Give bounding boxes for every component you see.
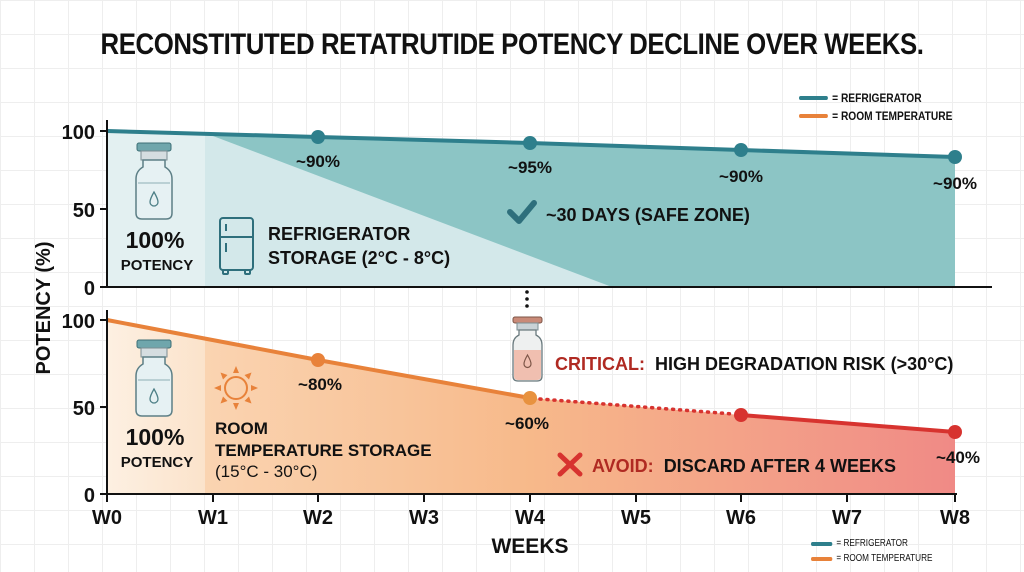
xtick-w5: W5 xyxy=(621,507,651,529)
critical-line xyxy=(740,413,956,434)
legend-label: = ROOM TEMPERATURE xyxy=(832,109,953,123)
refrigerator-icon xyxy=(219,217,254,275)
legend-label: = REFRIGERATOR xyxy=(836,538,908,549)
point-label-w2: ~80% xyxy=(298,375,342,394)
degraded-vial-icon xyxy=(512,316,543,382)
data-point-w6[interactable] xyxy=(734,143,748,157)
ytick-top-50: 50 xyxy=(73,200,95,222)
room-storage-line1: ROOM xyxy=(215,419,268,438)
ytick-bottom-100: 100 xyxy=(62,311,95,333)
data-point-w4[interactable] xyxy=(523,136,537,150)
checkmark-icon xyxy=(507,200,537,224)
data-point-w8[interactable] xyxy=(948,425,962,439)
avoid-callout: AVOID: DISCARD AFTER 4 WEEKS xyxy=(592,456,896,476)
critical-text: HIGH DEGRADATION RISK (>30°C) xyxy=(655,354,953,374)
ytick-top-0: 0 xyxy=(84,278,95,300)
critical-callout: CRITICAL: HIGH DEGRADATION RISK (>30°C) xyxy=(555,354,953,374)
vial-label-top: POTENCY xyxy=(121,257,194,274)
legend-item-refrigerator: = REFRIGERATOR xyxy=(811,536,932,551)
bottom-panel: 100 50 0 W0 W1 W2 W3 W4 W5 W6 W7 W8 WEEK… xyxy=(62,310,980,558)
refrigerator-swatch xyxy=(811,541,833,546)
legend-top: = REFRIGERATOR = ROOM TEMPERATURE xyxy=(799,89,952,125)
vial-icon xyxy=(135,339,173,417)
y-axis-label: POTENCY (%) xyxy=(33,242,55,375)
xtick-w7: W7 xyxy=(832,507,862,529)
point-label-w4: ~60% xyxy=(505,414,549,433)
refrigerator-storage-line2: STORAGE (2°C - 8°C) xyxy=(268,248,450,268)
data-point-w2[interactable] xyxy=(311,130,325,144)
xtick-w8: W8 xyxy=(940,507,970,529)
data-point-w4[interactable] xyxy=(523,391,537,405)
x-icon xyxy=(557,452,583,477)
critical-label: CRITICAL: xyxy=(555,354,645,374)
point-label-w4: ~95% xyxy=(508,158,552,177)
point-label-w8: ~90% xyxy=(933,174,977,193)
vial-icon xyxy=(135,142,173,220)
x-tick-labels: W0 W1 W2 W3 W4 W5 W6 W7 W8 xyxy=(92,507,970,529)
refrigerator-area-light xyxy=(107,131,612,287)
ytick-top-100: 100 xyxy=(62,122,95,144)
data-point-w8[interactable] xyxy=(948,150,962,164)
data-point-w2[interactable] xyxy=(311,353,325,367)
top-panel: 100 50 0 ~90% ~95% ~90% ~90% 100% POTENC… xyxy=(62,120,992,300)
vial-value-top: 100% xyxy=(126,227,185,253)
refrigerator-swatch xyxy=(799,96,828,100)
legend-item-room-temperature: = ROOM TEMPERATURE xyxy=(811,551,932,566)
avoid-label: AVOID: xyxy=(592,456,654,476)
room-storage-line2: TEMPERATURE STORAGE xyxy=(215,441,432,460)
ytick-bottom-50: 50 xyxy=(73,398,95,420)
ytick-bottom-0: 0 xyxy=(84,485,95,507)
room-temperature-swatch xyxy=(811,556,833,561)
avoid-text: DISCARD AFTER 4 WEEKS xyxy=(664,456,896,476)
safe-zone-label: ~30 DAYS (SAFE ZONE) xyxy=(546,205,750,225)
refrigerator-storage-line1: REFRIGERATOR xyxy=(268,224,410,244)
xtick-w3: W3 xyxy=(409,507,439,529)
xtick-w0: W0 xyxy=(92,507,122,529)
xtick-w2: W2 xyxy=(303,507,333,529)
legend-label: = ROOM TEMPERATURE xyxy=(836,553,933,564)
x-tick-marks xyxy=(106,494,956,502)
legend-bottom: = REFRIGERATOR = ROOM TEMPERATURE xyxy=(811,536,932,566)
data-point-w6[interactable] xyxy=(734,408,748,422)
legend-item-room-temperature: = ROOM TEMPERATURE xyxy=(799,107,952,125)
xtick-w6: W6 xyxy=(726,507,756,529)
xtick-w4: W4 xyxy=(515,507,546,529)
point-label-w6: ~90% xyxy=(719,167,763,186)
legend-label: = REFRIGERATOR xyxy=(832,91,922,105)
vial-label-bottom: POTENCY xyxy=(121,454,194,471)
legend-item-refrigerator: = REFRIGERATOR xyxy=(799,89,952,107)
x-axis-label: WEEKS xyxy=(491,535,568,558)
point-label-w8: ~40% xyxy=(936,448,980,467)
panel-connector xyxy=(525,290,529,308)
sun-icon xyxy=(214,366,258,410)
room-temperature-dotted-line xyxy=(538,397,735,416)
room-storage-line3: (15°C - 30°C) xyxy=(215,462,317,481)
chart-title: RECONSTITUTED RETATRUTIDE POTENCY DECLIN… xyxy=(100,28,924,61)
xtick-w1: W1 xyxy=(198,507,228,529)
vial-value-bottom: 100% xyxy=(126,424,185,450)
room-temperature-swatch xyxy=(799,114,828,118)
point-label-w2: ~90% xyxy=(296,152,340,171)
